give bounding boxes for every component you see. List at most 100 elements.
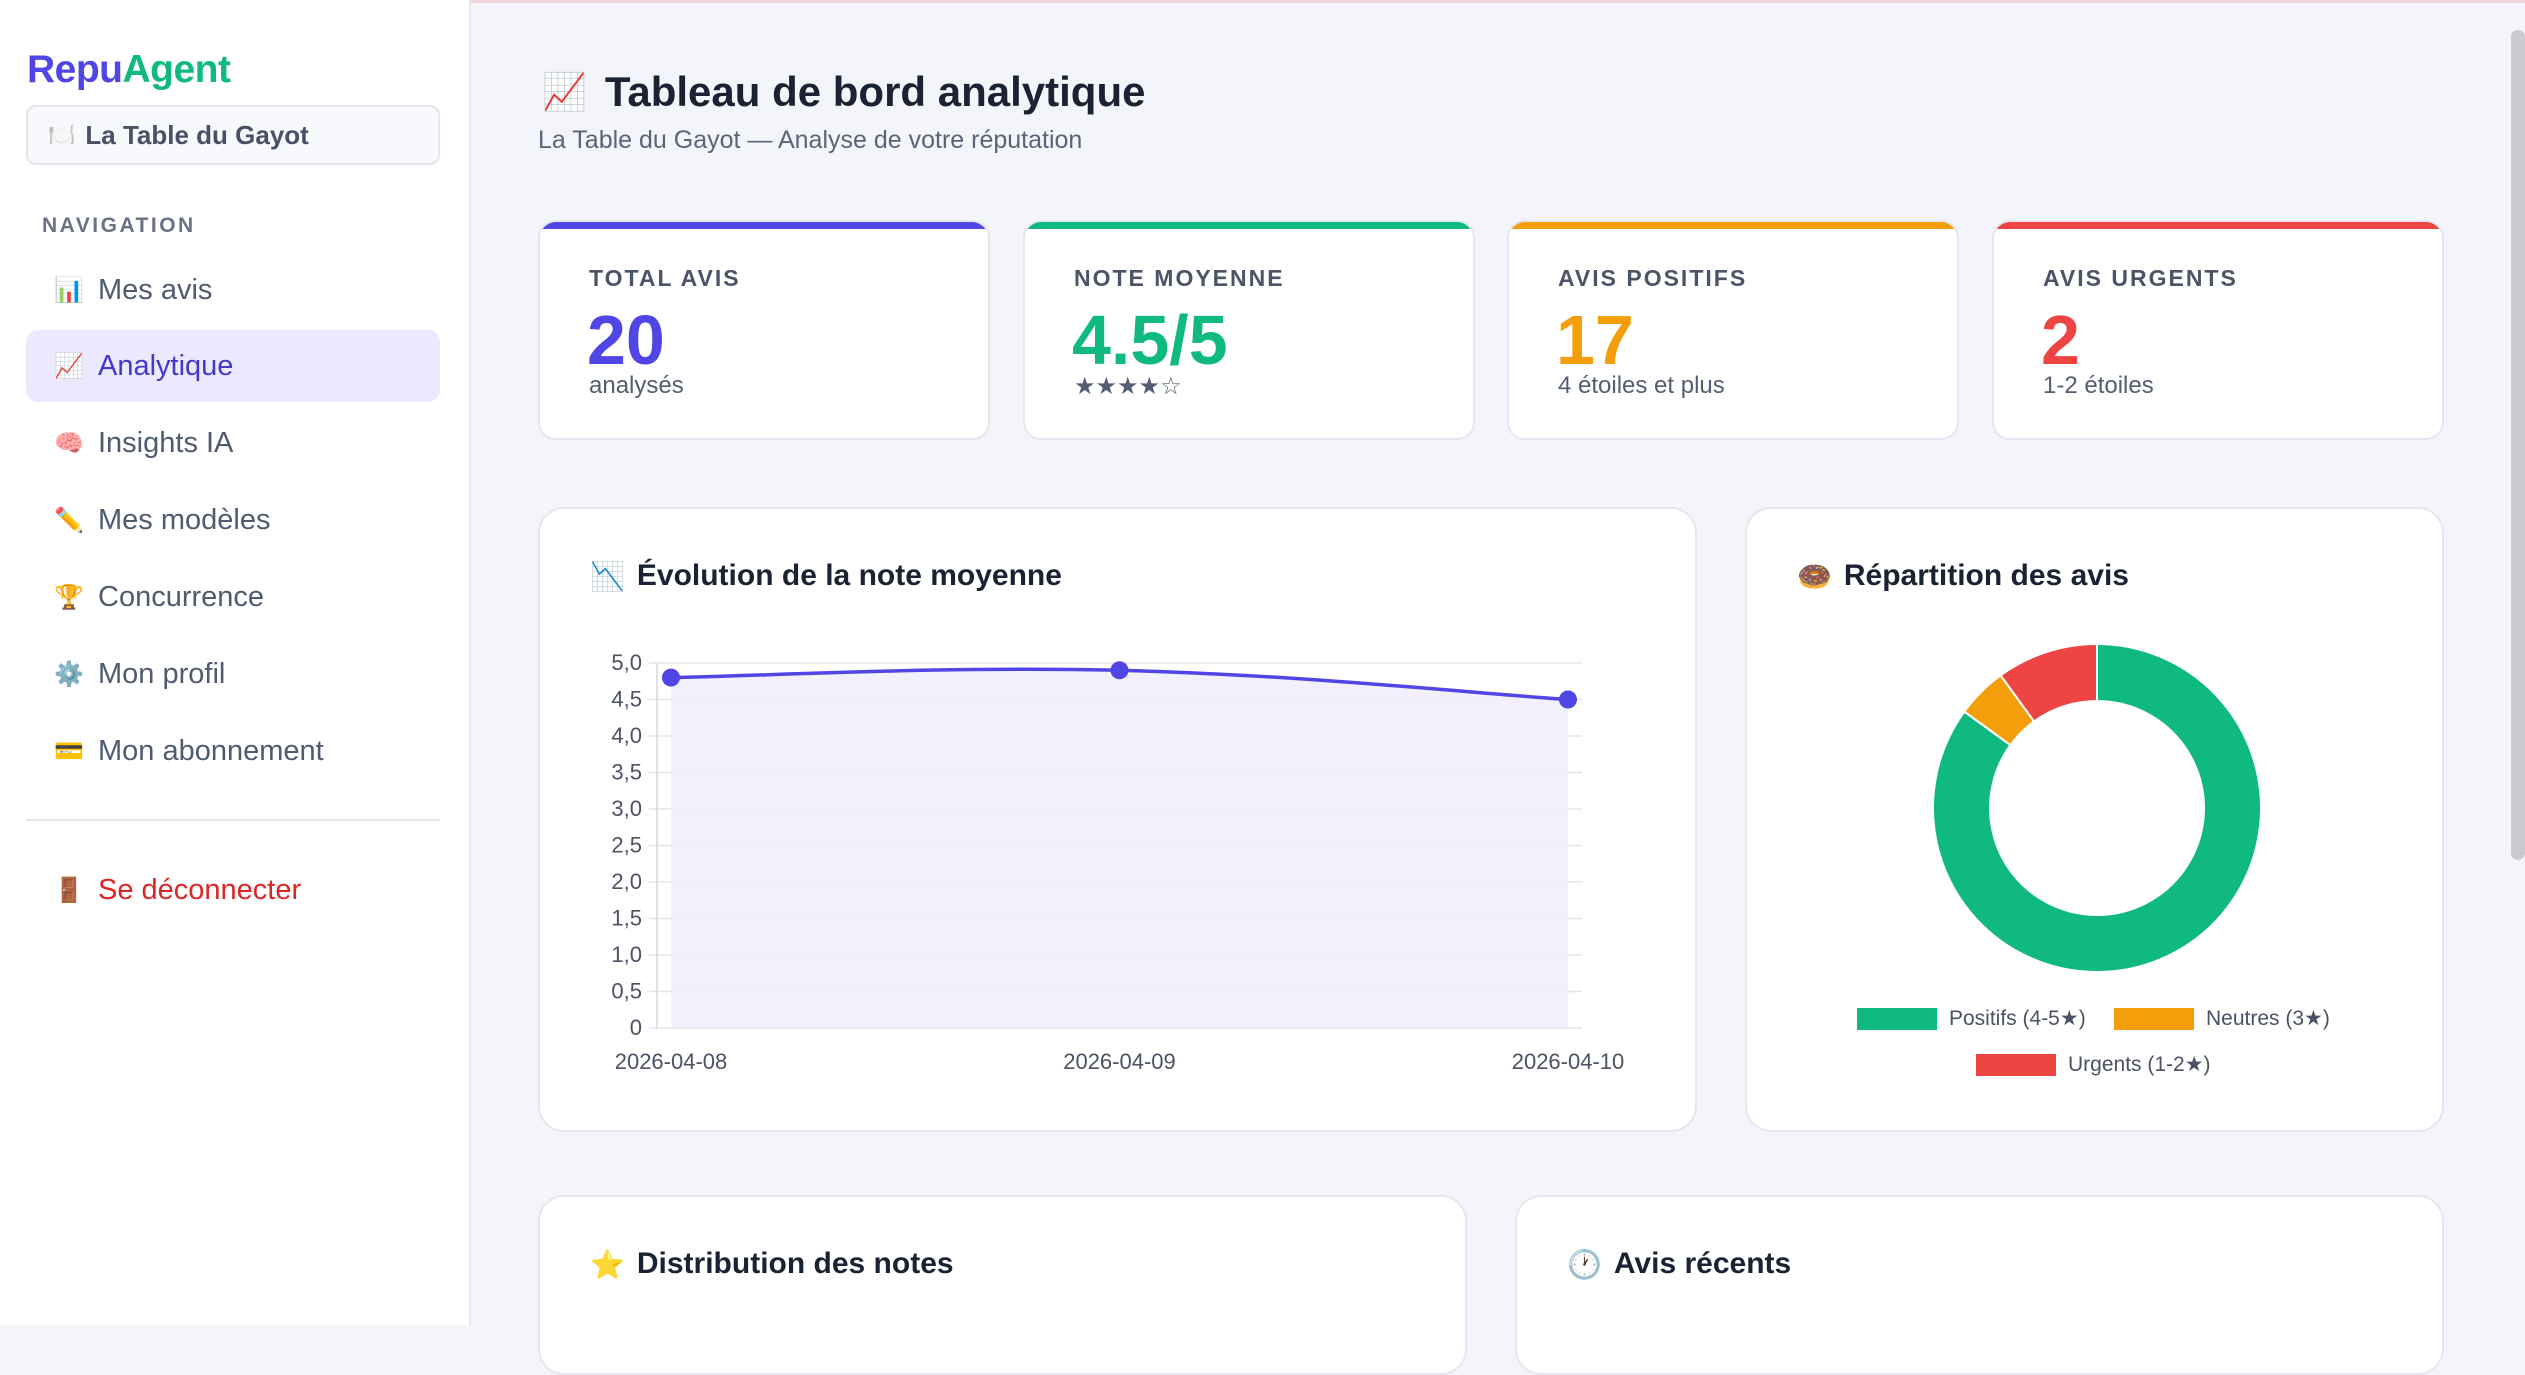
x-tick-label: 2026-04-08 <box>615 1049 728 1074</box>
sidebar-item-analytique[interactable]: 📈 Analytique <box>26 330 440 402</box>
kpi-value: 2 <box>2041 301 2080 379</box>
page-title-text: Tableau de bord analytique <box>604 68 1146 115</box>
kpi-subtext: 4 étoiles et plus <box>1558 372 1725 399</box>
sidebar-item-mes-modeles[interactable]: ✏️ Mes modèles <box>26 484 440 556</box>
logo-text-agent: Agent <box>122 48 232 91</box>
card-title-text: Avis récents <box>1613 1247 1792 1280</box>
y-tick-label: 4,5 <box>611 687 642 712</box>
nav-heading: NAVIGATION <box>42 214 196 237</box>
pencil-icon: ✏️ <box>54 506 84 534</box>
recent-reviews-title: 🕐 Avis récents <box>1567 1247 1791 1281</box>
data-point[interactable] <box>1559 690 1577 709</box>
sidebar: RepuAgent 🍽️ La Table du Gayot NAVIGATIO… <box>0 0 471 1325</box>
y-tick-label: 1,0 <box>611 942 642 967</box>
trophy-icon: 🏆 <box>54 583 84 611</box>
kpi-label: Avis positifs <box>1558 265 1748 291</box>
data-point[interactable] <box>1110 661 1129 680</box>
plate-icon: 🍽️ <box>48 122 76 147</box>
donut-icon: 🍩 <box>1797 560 1832 592</box>
evolution-chart-card: 📉 Évolution de la note moyenne 0 0,5 1,0 1,… <box>538 507 1697 1132</box>
y-tick-label: 3,0 <box>611 796 642 821</box>
door-icon: 🚪 <box>54 876 84 904</box>
bar-chart-icon: 📊 <box>54 276 84 304</box>
repartition-chart-card: 🍩 Répartition des avis Positifs (4-5★) Ne… <box>1745 507 2444 1132</box>
brain-icon: 🧠 <box>54 429 84 457</box>
kpi-card-avis-urgents: Avis urgents 2 1-2 étoiles <box>1992 220 2444 440</box>
kpi-accent-bar <box>1025 222 1473 229</box>
y-tick-label: 4,0 <box>611 723 642 748</box>
y-tick-label: 0,5 <box>611 979 642 1004</box>
page-scrollbar[interactable] <box>2511 30 2525 860</box>
sidebar-divider <box>26 819 440 821</box>
kpi-subtext: analysés <box>589 372 684 399</box>
line-chart: 0 0,5 1,0 1,5 2,0 2,5 3,0 3,5 4,0 4,5 5,0 2026-04-0… <box>611 650 1625 1074</box>
sidebar-item-insights-ia[interactable]: 🧠 Insights IA <box>26 407 440 479</box>
y-tick-label: 3,5 <box>611 760 642 785</box>
sidebar-item-label: Insights IA <box>98 426 234 459</box>
page-subtitle: La Table du Gayot — Analyse de votre rép… <box>538 126 1083 154</box>
clock-icon: 🕐 <box>1567 1248 1602 1280</box>
logo-text-repu: Repu <box>27 48 123 91</box>
data-point[interactable] <box>662 668 680 687</box>
sidebar-item-mon-abonnement[interactable]: 💳 Mon abonnement <box>26 715 440 787</box>
kpi-label: Note moyenne <box>1074 265 1285 291</box>
gear-icon: ⚙️ <box>54 660 84 688</box>
kpi-card-avis-positifs: Avis positifs 17 4 étoiles et plus <box>1507 220 1959 440</box>
kpi-star-rating: ★★★★☆ <box>1074 373 1182 400</box>
app-logo[interactable]: RepuAgent <box>27 48 231 92</box>
legend-label[interactable]: Positifs (4-5★) <box>1949 1007 2086 1030</box>
distribution-card-title: ⭐ Distribution des notes <box>590 1247 954 1281</box>
page-title: 📈 Tableau de bord analytique <box>542 68 1145 116</box>
kpi-value: 4.5/5 <box>1072 301 1228 379</box>
kpi-value: 17 <box>1556 301 1634 379</box>
donut-chart: Positifs (4-5★) Neutres (3★) Urgents (1-2★… <box>1857 642 2330 1076</box>
x-tick-label: 2026-04-09 <box>1063 1049 1176 1074</box>
kpi-label: Avis urgents <box>2043 265 2238 291</box>
star-icon: ⭐ <box>590 1248 625 1280</box>
card-title-text: Répartition des avis <box>1843 559 2129 592</box>
donut-slice[interactable] <box>1999 642 2098 723</box>
chart-down-icon: 📉 <box>590 560 625 592</box>
kpi-label: Total avis <box>589 265 741 291</box>
credit-card-icon: 💳 <box>54 737 84 765</box>
legend-label[interactable]: Urgents (1-2★) <box>2068 1053 2211 1076</box>
sidebar-item-mes-avis[interactable]: 📊 Mes avis <box>26 254 440 326</box>
y-tick-label: 5,0 <box>611 650 642 675</box>
sidebar-item-label: Mon profil <box>98 657 226 690</box>
trending-up-icon: 📈 <box>54 352 84 380</box>
sidebar-item-concurrence[interactable]: 🏆 Concurrence <box>26 561 440 633</box>
kpi-card-note-moyenne: Note moyenne 4.5/5 ★★★★☆ <box>1023 220 1475 440</box>
sidebar-item-label: Mon abonnement <box>98 734 324 767</box>
repartition-chart-title: 🍩 Répartition des avis <box>1797 559 2129 593</box>
line-area-fill <box>671 669 1568 1028</box>
logout-label: Se déconnecter <box>98 873 302 906</box>
card-title-text: Distribution des notes <box>636 1247 954 1280</box>
donut-slice[interactable] <box>1932 642 2262 973</box>
legend-swatch <box>1857 1008 1937 1030</box>
kpi-accent-bar <box>540 222 988 229</box>
card-title-text: Évolution de la note moyenne <box>636 559 1062 592</box>
trending-up-icon: 📈 <box>542 71 587 112</box>
kpi-accent-bar <box>1994 222 2442 229</box>
legend-label[interactable]: Neutres (3★) <box>2206 1007 2330 1030</box>
y-tick-label: 0 <box>630 1015 642 1040</box>
evolution-chart-title: 📉 Évolution de la note moyenne <box>590 559 1062 593</box>
logout-button[interactable]: 🚪 Se déconnecter <box>26 854 440 926</box>
restaurant-name: La Table du Gayot <box>85 119 309 150</box>
recent-reviews-card: 🕐 Avis récents <box>1515 1195 2444 1375</box>
y-tick-label: 1,5 <box>611 906 642 931</box>
restaurant-selector[interactable]: 🍽️ La Table du Gayot <box>26 105 440 165</box>
sidebar-item-label: Concurrence <box>98 580 265 613</box>
legend-swatch <box>1976 1054 2056 1076</box>
y-tick-label: 2,0 <box>611 869 642 894</box>
sidebar-item-label: Mes avis <box>98 273 213 306</box>
sidebar-item-label: Mes modèles <box>98 503 271 536</box>
sidebar-item-label: Analytique <box>98 349 234 382</box>
kpi-value: 20 <box>587 301 665 379</box>
kpi-accent-bar <box>1509 222 1957 229</box>
kpi-card-total-avis: Total avis 20 analysés <box>538 220 990 440</box>
sidebar-item-mon-profil[interactable]: ⚙️ Mon profil <box>26 638 440 710</box>
x-tick-label: 2026-04-10 <box>1512 1049 1625 1074</box>
y-tick-label: 2,5 <box>611 833 642 858</box>
distribution-card: ⭐ Distribution des notes <box>538 1195 1467 1375</box>
